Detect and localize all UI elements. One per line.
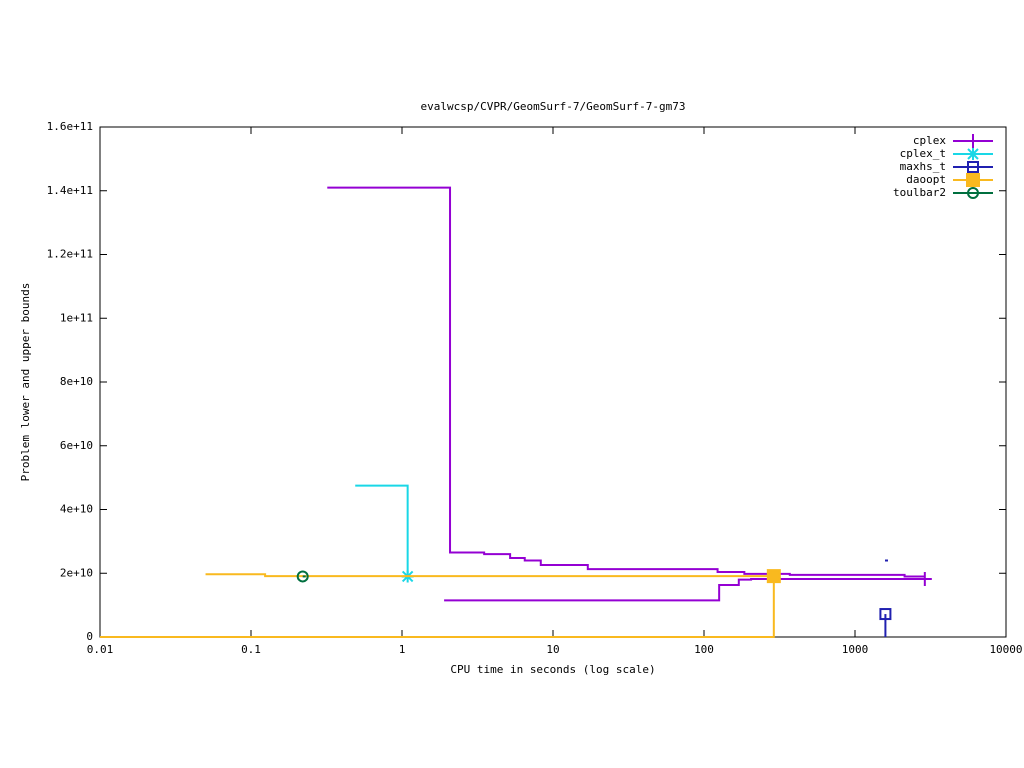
y-tick-label: 1.4e+11 — [47, 184, 93, 197]
y-tick-label: 1.6e+11 — [47, 120, 93, 133]
y-tick-label: 8e+10 — [60, 375, 93, 388]
plot-border — [99, 126, 1007, 638]
y-tick-label: 2e+10 — [60, 566, 93, 579]
marker — [296, 570, 309, 583]
x-tick-label: 10000 — [989, 643, 1022, 656]
legend-marker — [967, 161, 979, 173]
legend-label: maxhs_t — [900, 160, 946, 173]
marker — [766, 569, 781, 584]
series-line — [444, 577, 925, 602]
series-line — [100, 576, 775, 638]
series-line — [205, 573, 774, 578]
marker — [879, 608, 892, 621]
y-axis-label: Problem lower and upper bounds — [19, 283, 32, 482]
legend-marker — [966, 173, 980, 187]
y-tick-label: 4e+10 — [60, 503, 93, 516]
legend-marker — [967, 187, 979, 199]
legend-label: daoopt — [906, 173, 946, 186]
x-tick-label: 0.01 — [87, 643, 114, 656]
series-line — [355, 484, 409, 577]
legend-label: cplex — [913, 134, 946, 147]
x-axis-label: CPU time in seconds (log scale) — [450, 663, 655, 676]
y-tick-label: 1e+11 — [60, 311, 93, 324]
x-tick-label: 100 — [694, 643, 714, 656]
legend-marker — [966, 134, 980, 148]
y-tick-label: 0 — [86, 630, 93, 643]
chart-title: evalwcsp/CVPR/GeomSurf-7/GeomSurf-7-gm73 — [421, 100, 686, 113]
y-tick-label: 1.2e+11 — [47, 248, 93, 261]
legend-label: toulbar2 — [893, 186, 946, 199]
y-tick-label: 6e+10 — [60, 439, 93, 452]
legend-label: cplex_t — [900, 147, 946, 160]
x-tick-label: 1 — [399, 643, 406, 656]
x-tick-label: 0.1 — [241, 643, 261, 656]
series-line — [327, 186, 925, 578]
x-tick-label: 1000 — [842, 643, 869, 656]
legend-marker — [967, 148, 979, 160]
marker — [917, 571, 932, 586]
x-tick-label: 10 — [546, 643, 559, 656]
